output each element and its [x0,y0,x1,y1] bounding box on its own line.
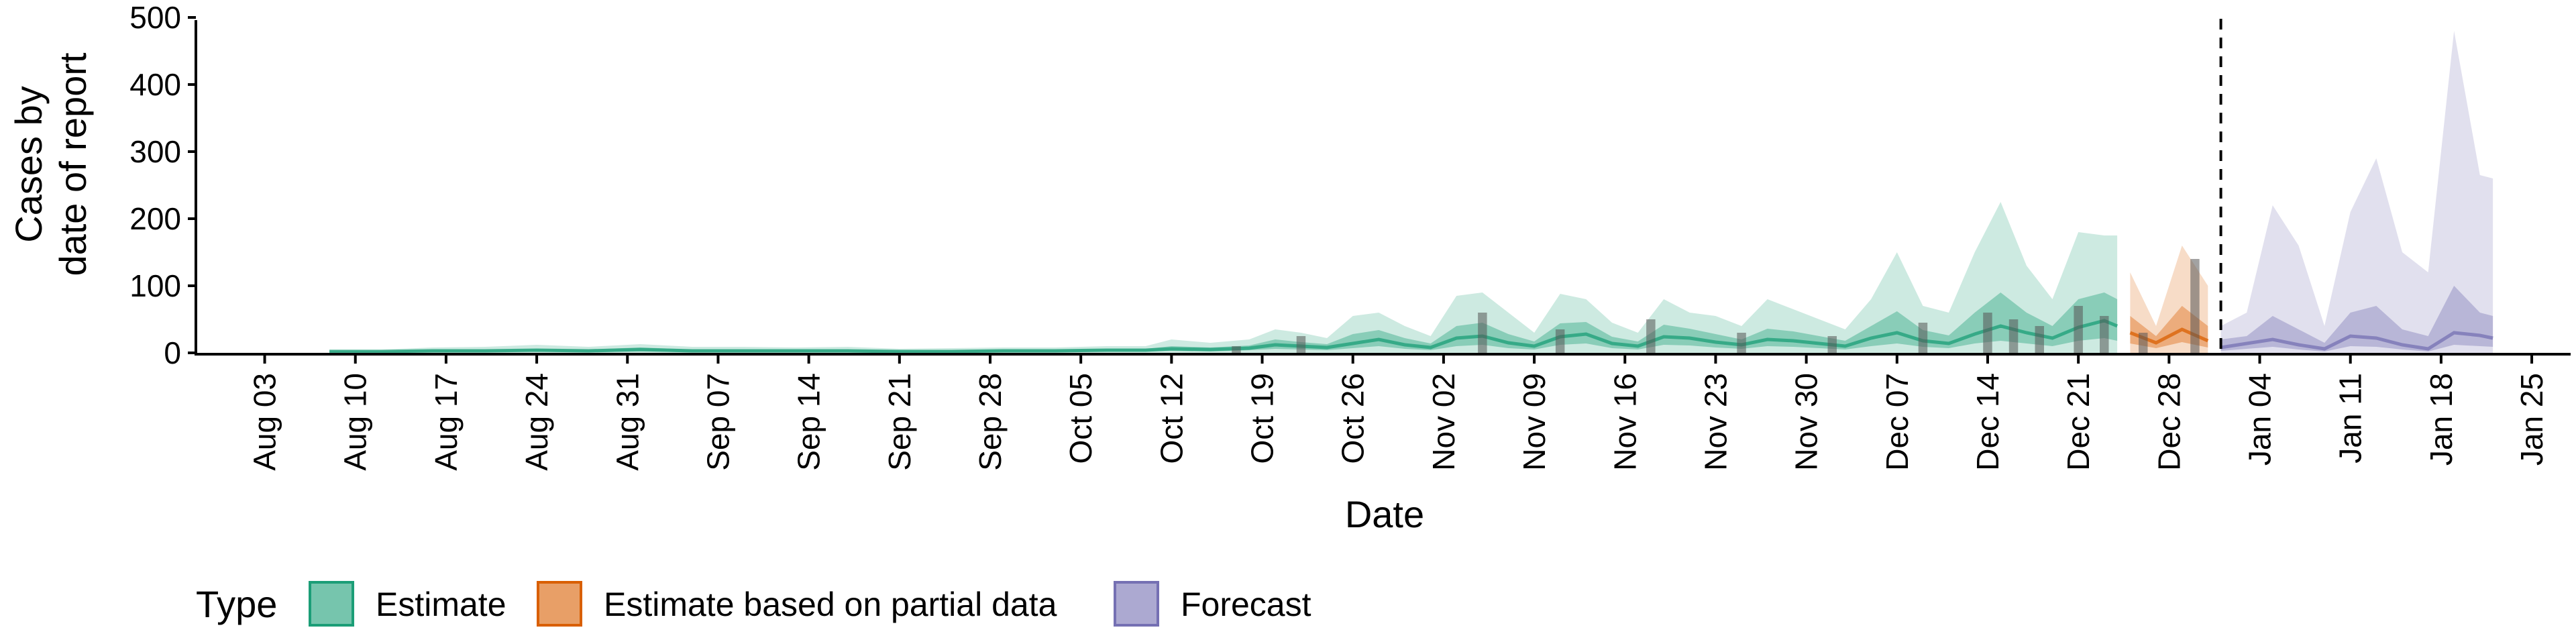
x-tick-label: Dec 21 [2061,373,2096,471]
x-tick-label: Oct 26 [1336,373,1371,464]
y-axis-title-line-2: date of report [52,52,94,276]
plot-area [329,19,2493,356]
legend-key-2 [1114,581,1159,627]
x-tick-label: Dec 28 [2151,373,2186,471]
x-tick-label: Jan 04 [2243,373,2277,466]
legend-title: Type [196,583,277,625]
x-tick-label: Oct 05 [1063,373,1098,464]
x-tick-label: Sep 28 [973,373,1008,471]
x-tick-label: Jan 25 [2514,373,2549,466]
x-tick-label: Aug 10 [338,373,373,471]
case-bar [1827,336,1837,353]
x-tick-label: Aug 31 [610,373,645,471]
band-90-series-1 [2130,246,2208,353]
case-bar [1555,329,1565,353]
x-tick-label: Nov 09 [1517,373,1552,471]
y-tick-label: 200 [129,201,181,236]
y-tick-label: 300 [129,134,181,169]
legend-label-0: Estimate [376,586,506,623]
reported-cases-bars [1232,259,2200,353]
case-bar [2139,333,2148,353]
x-axis-title: Date [1345,493,1424,535]
x-tick-label: Nov 16 [1607,373,1642,471]
case-bar [1983,313,1992,353]
legend-items: Estimate Estimate based on partial data Fo… [309,581,1311,627]
case-bar [1232,346,1241,353]
band-50-series-1 [2130,306,2208,348]
y-tick-label: 0 [164,335,181,370]
x-axis: Aug 03 Aug 10 Aug 17 Aug 24 Aug 31 Sep 07 Sep … [195,353,2571,471]
case-bar [1296,336,1306,353]
y-tick-label: 100 [129,268,181,303]
y-tick-label: 400 [129,67,181,102]
x-tick-label: Aug 17 [429,373,464,471]
x-tick-label: Jan 11 [2333,373,2368,464]
legend-label-1: Estimate based on partial data [604,586,1057,623]
band-90-series-0 [329,202,2118,353]
legend-key-1 [537,581,582,627]
x-ticks: Aug 03 Aug 10 Aug 17 Aug 24 Aug 31 Sep 07 Sep … [248,354,2549,471]
median-line-series-2 [2220,331,2493,351]
case-bar [2100,316,2109,353]
x-tick-label: Nov 30 [1789,373,1824,471]
y-axis: 0 100 200 300 400 500 [129,0,197,370]
case-bar [2190,259,2200,353]
estimate-bands [329,31,2493,354]
y-tick-label: 500 [129,0,181,35]
x-tick-label: Dec 14 [1970,373,2005,471]
x-tick-label: Jan 18 [2424,373,2459,466]
x-tick-label: Aug 03 [248,373,282,471]
x-tick-label: Oct 12 [1154,373,1189,464]
case-bar [2074,306,2083,353]
x-tick-label: Aug 24 [519,373,554,471]
x-tick-label: Nov 02 [1426,373,1461,471]
band-90-series-2 [2220,31,2493,353]
y-ticks: 0 100 200 300 400 500 [129,0,196,370]
case-bar [1478,313,1487,353]
case-bar [1646,319,1656,353]
x-tick-label: Sep 21 [882,373,917,471]
y-axis-title-line-1: Cases by [7,86,50,242]
case-bar [2035,326,2044,353]
x-tick-label: Dec 07 [1880,373,1915,471]
case-bar [2008,319,2019,353]
median-line-series-0 [329,319,2118,354]
case-bar [1737,333,1746,353]
x-tick-label: Oct 19 [1245,373,1280,464]
case-bar [1918,323,1928,353]
band-50-series-2 [2220,286,2493,352]
x-tick-label: Sep 07 [701,373,736,471]
legend: Type Estimate Estimate based on partial d… [196,581,1311,627]
x-tick-label: Nov 23 [1698,373,1733,471]
legend-key-0 [309,581,354,627]
legend-label-2: Forecast [1181,586,1311,623]
x-tick-label: Sep 14 [792,373,826,471]
